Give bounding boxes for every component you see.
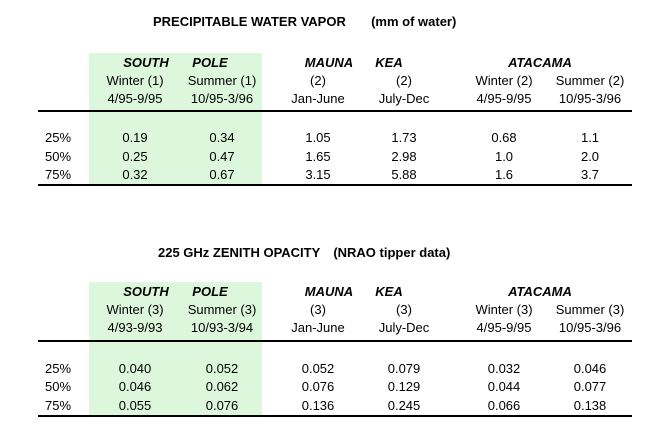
table-cell: 0.077 xyxy=(573,379,607,394)
table-cell: 0.055 xyxy=(118,398,152,413)
col-season: Summer (3) xyxy=(555,302,625,317)
footer-rule xyxy=(38,184,632,186)
col-dates: 10/95-3/96 xyxy=(558,91,622,106)
table-cell: 0.066 xyxy=(487,398,521,413)
site-mauna: MAUNA xyxy=(304,55,354,70)
table-cell: 0.052 xyxy=(205,361,239,376)
table-cell: 1.65 xyxy=(305,149,331,164)
col-season: Summer (1) xyxy=(187,73,257,88)
table-cell: 1.73 xyxy=(391,130,417,145)
south-pole-highlight xyxy=(89,282,262,416)
table-cell: 0.19 xyxy=(122,130,148,145)
row-label: 75% xyxy=(45,398,72,413)
col-dates: July-Dec xyxy=(378,91,430,106)
col-dates: Jan-June xyxy=(291,91,345,106)
table-cell: 3.7 xyxy=(580,167,600,182)
col-season: (2) xyxy=(396,73,412,88)
opacity-title: 225 GHz ZENITH OPACITY (NRAO tipper data… xyxy=(158,245,450,260)
table-cell: 0.245 xyxy=(387,398,421,413)
site-mauna: MAUNA xyxy=(304,284,354,299)
site-kea: KEA xyxy=(375,284,403,299)
table-cell: 1.0 xyxy=(494,149,514,164)
site-pole: POLE xyxy=(192,284,228,299)
col-season: Winter (1) xyxy=(106,73,164,88)
site-pole: POLE xyxy=(192,55,228,70)
table-cell: 0.68 xyxy=(491,130,517,145)
table-cell: 0.040 xyxy=(118,361,152,376)
col-season: Summer (2) xyxy=(555,73,625,88)
table-cell: 0.136 xyxy=(301,398,335,413)
table-cell: 0.044 xyxy=(487,379,521,394)
site-atacama: ATACAMA xyxy=(508,284,572,299)
table-cell: 0.046 xyxy=(573,361,607,376)
table-cell: 5.88 xyxy=(391,167,417,182)
col-season: (3) xyxy=(310,302,326,317)
table-cell: 0.34 xyxy=(209,130,235,145)
header-rule xyxy=(38,110,632,112)
table-cell: 1.6 xyxy=(494,167,514,182)
table-cell: 3.15 xyxy=(305,167,331,182)
table-cell: 0.052 xyxy=(301,361,335,376)
footer-rule xyxy=(38,415,632,417)
table-cell: 2.98 xyxy=(391,149,417,164)
site-south: SOUTH xyxy=(123,55,169,70)
col-dates: 4/95-9/95 xyxy=(476,91,532,106)
table-cell: 0.32 xyxy=(122,167,148,182)
table-cell: 0.062 xyxy=(205,379,239,394)
table-cell: 0.67 xyxy=(209,167,235,182)
table-cell: 0.076 xyxy=(301,379,335,394)
table-cell: 0.079 xyxy=(387,361,421,376)
site-atacama: ATACAMA xyxy=(508,55,572,70)
col-dates: 4/95-9/95 xyxy=(107,91,163,106)
table-cell: 0.076 xyxy=(205,398,239,413)
south-pole-highlight xyxy=(89,53,262,186)
col-dates: 10/95-3/96 xyxy=(190,91,254,106)
table-units: (NRAO tipper data) xyxy=(333,245,451,260)
table-title: PRECIPITABLE WATER VAPOR xyxy=(153,14,346,29)
row-label: 25% xyxy=(45,361,72,376)
table-cell: 0.129 xyxy=(387,379,421,394)
table-cell: 1.05 xyxy=(305,130,331,145)
col-season: Winter (2) xyxy=(475,73,533,88)
row-label: 25% xyxy=(45,130,72,145)
col-dates: 10/93-3/94 xyxy=(190,320,254,335)
row-label: 50% xyxy=(45,379,72,394)
table-units: (mm of water) xyxy=(371,14,457,29)
table-cell: 0.25 xyxy=(122,149,148,164)
table-cell: 0.032 xyxy=(487,361,521,376)
col-dates: July-Dec xyxy=(378,320,430,335)
table-cell: 0.046 xyxy=(118,379,152,394)
col-dates: Jan-June xyxy=(291,320,345,335)
table-cell: 0.138 xyxy=(573,398,607,413)
col-season: (3) xyxy=(396,302,412,317)
pwv-title: PRECIPITABLE WATER VAPOR (mm of water) xyxy=(153,14,456,29)
col-season: Winter (3) xyxy=(475,302,533,317)
table-title: 225 GHz ZENITH OPACITY xyxy=(158,245,321,260)
col-dates: 4/93-9/93 xyxy=(107,320,163,335)
col-dates: 10/95-3/96 xyxy=(558,320,622,335)
col-season: Winter (3) xyxy=(106,302,164,317)
table-cell: 0.47 xyxy=(209,149,235,164)
col-dates: 4/95-9/95 xyxy=(476,320,532,335)
col-season: (2) xyxy=(310,73,326,88)
row-label: 50% xyxy=(45,149,72,164)
table-cell: 1.1 xyxy=(580,130,600,145)
table-cell: 2.0 xyxy=(580,149,600,164)
col-season: Summer (3) xyxy=(187,302,257,317)
site-kea: KEA xyxy=(375,55,403,70)
row-label: 75% xyxy=(45,167,72,182)
site-south: SOUTH xyxy=(123,284,169,299)
header-rule xyxy=(38,340,632,342)
